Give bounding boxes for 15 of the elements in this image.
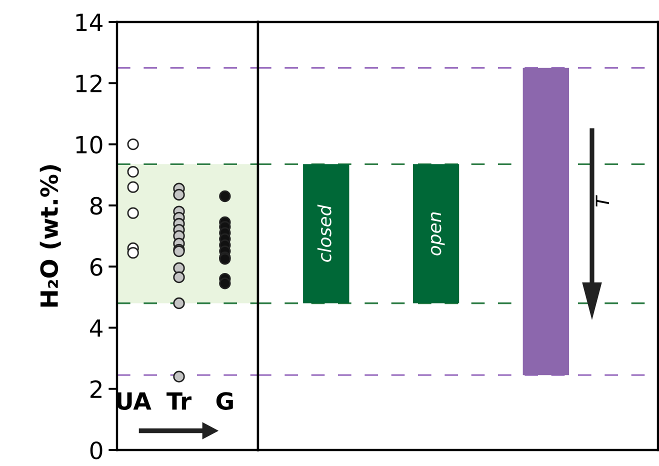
y-tick-label: 2 <box>90 380 102 398</box>
y-tick-label: 10 <box>76 136 102 154</box>
y-tick-label: 6 <box>90 258 102 276</box>
x-tick-label: open <box>430 212 445 256</box>
x-tick-label: G <box>216 392 233 410</box>
y-axis-title: H₂O (wt.%) <box>40 165 61 307</box>
y-tick-label: 12 <box>76 74 102 92</box>
annotation: T <box>596 195 609 206</box>
y-tick-label: 14 <box>76 14 102 31</box>
x-tick-label: UA <box>116 392 152 410</box>
x-tick-label: closed <box>317 204 332 262</box>
y-tick-label: 0 <box>90 441 102 460</box>
x-tick-label: Tr <box>166 392 192 410</box>
y-tick-label: 8 <box>90 196 102 215</box>
y-tick-label: 4 <box>90 319 102 337</box>
